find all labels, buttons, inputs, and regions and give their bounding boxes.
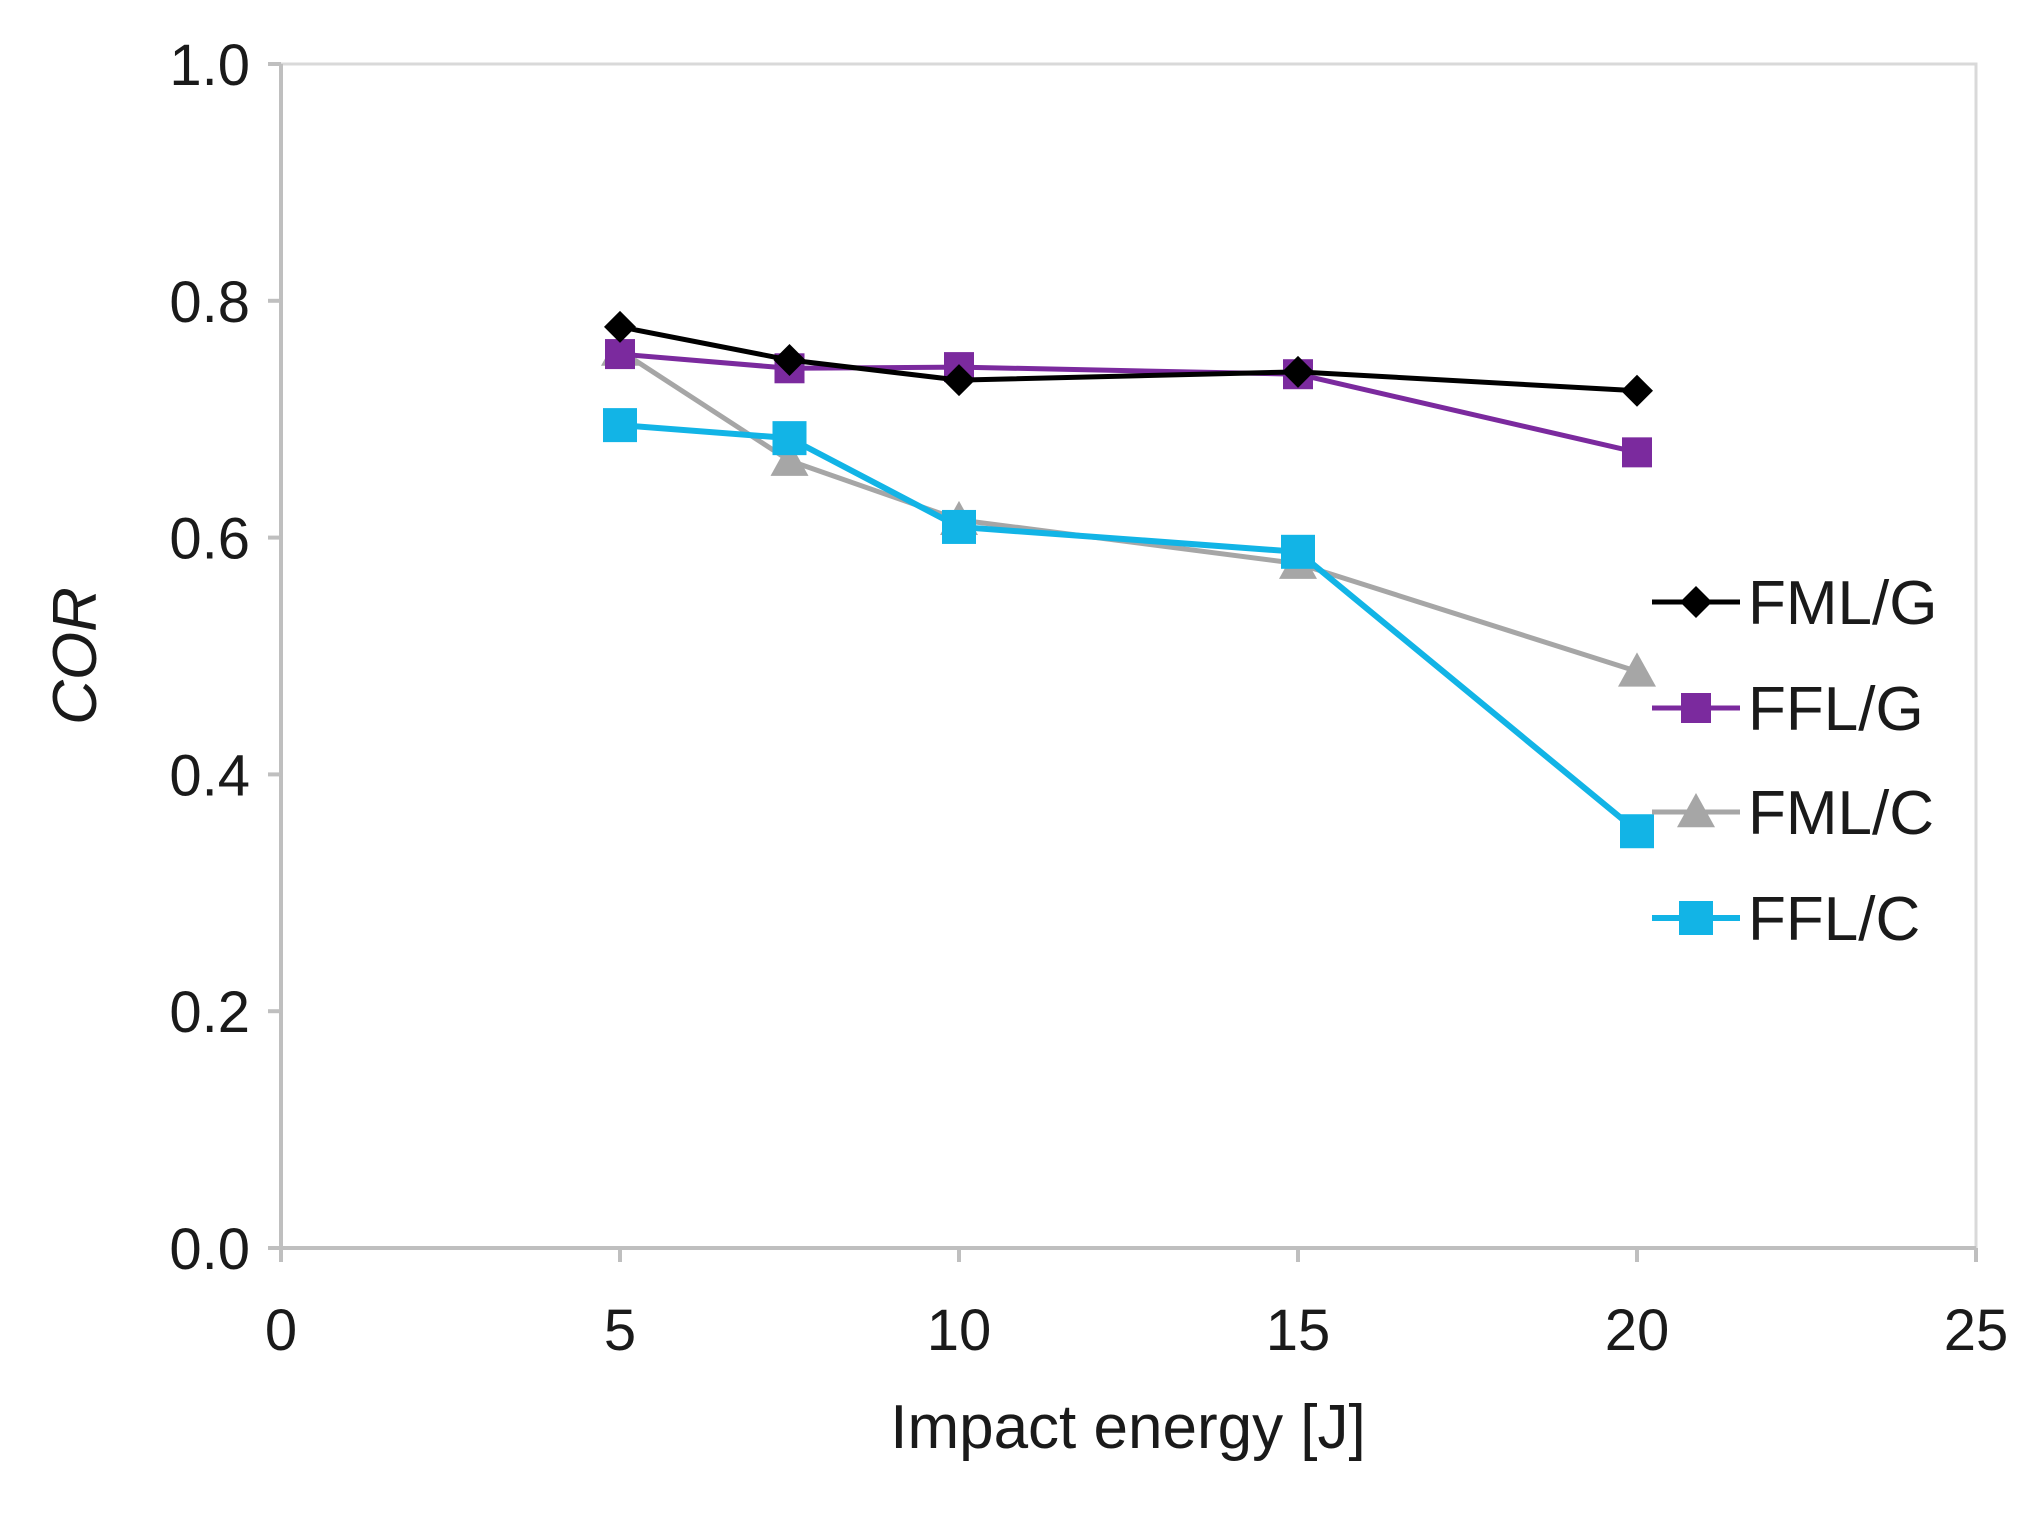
series-line-fml-g (619, 324, 1638, 394)
x-tick-label: 10 (927, 1298, 992, 1363)
legend-marker-fml-c (1677, 793, 1715, 828)
legend-label-fml-c: FML/C (1748, 779, 1934, 848)
legend-label-ffl-c: FFL/C (1748, 885, 1920, 954)
y-tick-label: 0.6 (169, 507, 250, 572)
y-tick-label: 0.2 (169, 980, 250, 1045)
legend-item-ffl-c: FFL/C (1652, 885, 1920, 954)
data-point-fml-g (773, 344, 806, 376)
x-tick-label: 0 (265, 1298, 297, 1363)
series-fml-g (604, 310, 1653, 407)
y-axis-ticks: 0.0 0.2 0.4 0.6 0.8 1.0 (169, 33, 281, 1282)
series-line-fml-c (618, 348, 1638, 674)
y-tick-label: 0.8 (169, 270, 250, 335)
legend-item-ffl-g: FFL/G (1652, 675, 1924, 744)
x-tick-label: 25 (1944, 1298, 2009, 1363)
data-point-ffl-g (1622, 437, 1652, 468)
legend-marker-ffl-g (1681, 693, 1711, 723)
data-point-fml-c (1618, 652, 1656, 687)
y-tick-label: 0.0 (169, 1217, 250, 1282)
y-tick-label: 0.4 (169, 743, 250, 808)
series-ffl-g (605, 339, 1652, 468)
plot-area-frame (279, 62, 1978, 1250)
data-point-ffl-c (942, 509, 976, 544)
data-point-ffl-c (772, 421, 807, 456)
x-tick-label: 5 (604, 1298, 636, 1363)
data-point-ffl-g (605, 339, 635, 370)
legend-label-fml-g: FML/G (1748, 569, 1937, 638)
series-layer (601, 310, 1656, 849)
x-tick-label: 15 (1266, 1298, 1331, 1363)
legend: FML/G FFL/G FML/C FFL/C (1652, 569, 1937, 954)
x-axis-ticks: 0 5 10 15 20 25 (265, 1248, 2008, 1363)
data-point-fml-g (1282, 355, 1314, 388)
y-tick-label: 1.0 (169, 33, 250, 98)
data-point-fml-g (1621, 374, 1653, 407)
data-point-ffl-c (603, 408, 637, 443)
legend-label-ffl-g: FFL/G (1748, 675, 1924, 744)
x-tick-label: 20 (1605, 1298, 1670, 1363)
legend-item-fml-g: FML/G (1652, 569, 1937, 638)
data-point-fml-g (604, 310, 636, 343)
series-ffl-c (603, 408, 1654, 849)
x-axis-title: Impact energy [J] (890, 1393, 1366, 1462)
data-point-fml-g (943, 364, 975, 397)
y-axis-title: COR (41, 587, 110, 725)
data-point-ffl-c (1281, 534, 1315, 569)
legend-marker-ffl-c (1679, 901, 1713, 935)
legend-marker-fml-g (1680, 586, 1712, 618)
data-point-ffl-c (1620, 814, 1654, 849)
legend-item-fml-c: FML/C (1652, 779, 1934, 848)
series-line-ffl-c (619, 422, 1639, 834)
data-point-fml-c (770, 441, 809, 476)
